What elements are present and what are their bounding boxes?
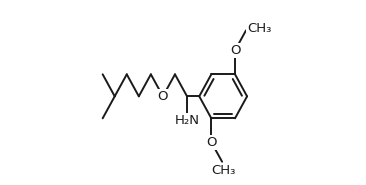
Text: H₂N: H₂N xyxy=(175,114,199,127)
Text: CH₃: CH₃ xyxy=(247,22,272,35)
Text: O: O xyxy=(158,90,168,103)
Text: O: O xyxy=(230,44,240,57)
Text: O: O xyxy=(206,136,217,149)
Text: CH₃: CH₃ xyxy=(211,164,235,177)
